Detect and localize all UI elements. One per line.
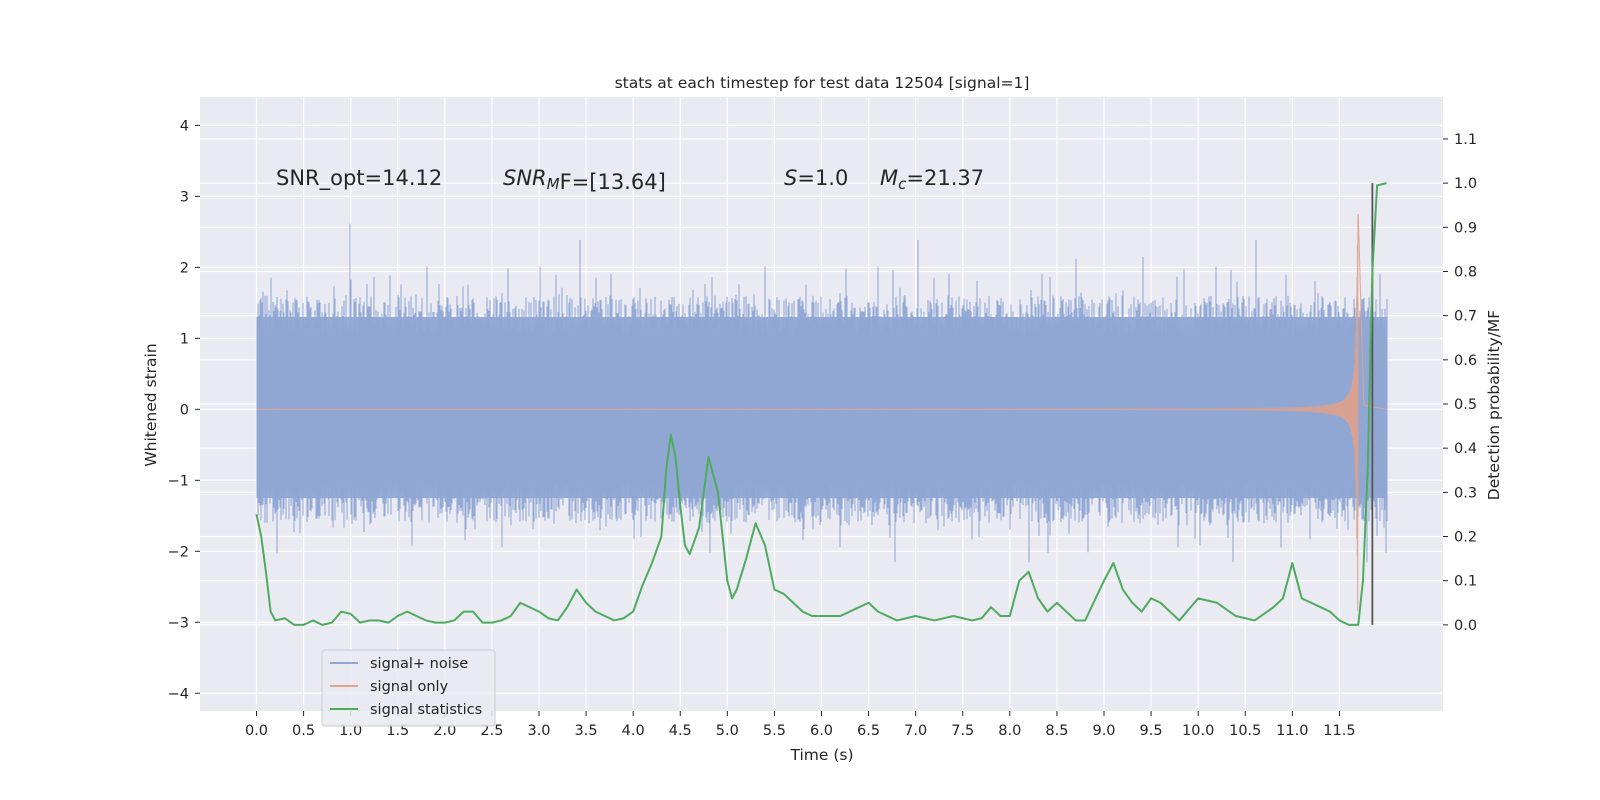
x-tick-label: 6.0 <box>810 723 833 739</box>
signal-noise-series <box>256 223 1388 563</box>
y-right-axis-label: Detection probability/MF <box>1485 310 1503 501</box>
annotation-mc: Mc=21.37 <box>880 166 984 193</box>
x-tick-label: 10.5 <box>1229 723 1261 739</box>
annotation-s: S=1.0 <box>784 166 848 190</box>
x-tick-label: 2.5 <box>480 723 503 739</box>
snr-mf-main: SNR <box>503 166 547 190</box>
legend: signal+ noise signal only signal statist… <box>321 649 496 727</box>
y-right-tick-label: 1.1 <box>1454 132 1477 148</box>
x-tick-label: 5.0 <box>716 723 739 739</box>
y-right-tick-label: 0.8 <box>1454 264 1477 280</box>
x-tick-label: 11.5 <box>1323 723 1355 739</box>
y-right-tick-label: 0.3 <box>1454 485 1477 501</box>
y-left-tick-label: 2 <box>180 260 189 276</box>
x-tick-label: 8.5 <box>1045 723 1068 739</box>
y-right-tick-label: 0.1 <box>1454 574 1477 590</box>
legend-label-signal-only: signal only <box>370 679 449 695</box>
y-left-tick-label: −1 <box>168 473 189 489</box>
y-right-tick-label: 0.6 <box>1454 353 1477 369</box>
legend-label-signal-noise: signal+ noise <box>370 656 468 672</box>
mc-label: M <box>880 166 898 190</box>
x-tick-label: 10.0 <box>1182 723 1214 739</box>
s-label: S <box>784 166 797 190</box>
annotation-snr-mf: SNRMF=[13.64] <box>503 166 666 194</box>
mc-value: =21.37 <box>906 166 984 190</box>
x-tick-label: 5.5 <box>763 723 786 739</box>
x-tick-label: 4.5 <box>669 723 692 739</box>
x-tick-label: 0.0 <box>245 723 268 739</box>
y-left-tick-label: −2 <box>168 544 189 560</box>
x-tick-label: 9.5 <box>1140 723 1163 739</box>
s-value: =1.0 <box>797 166 848 190</box>
snr-mf-subscript: M <box>547 175 560 193</box>
y-left-tick-label: −4 <box>168 686 189 702</box>
signal-noise-bulk <box>256 317 1387 499</box>
signal-only-series <box>256 214 1387 611</box>
x-tick-label: 6.5 <box>857 723 880 739</box>
x-tick-label: 7.5 <box>951 723 974 739</box>
x-tick-label: 9.0 <box>1092 723 1115 739</box>
y-right-tick-label: 0.9 <box>1454 220 1477 236</box>
y-left-tick-label: −3 <box>168 615 189 631</box>
x-tick-label: 3.0 <box>527 723 550 739</box>
snr-mf-value: F=[13.64] <box>560 170 666 194</box>
legend-label-signal-statistics: signal statistics <box>370 702 482 718</box>
x-tick-label: 0.5 <box>292 723 315 739</box>
chart-title: stats at each timestep for test data 125… <box>615 74 1030 92</box>
y-left-tick-label: 4 <box>180 118 189 134</box>
x-tick-label: 3.5 <box>575 723 598 739</box>
y-right-tick-label: 0.4 <box>1454 441 1477 457</box>
y-left-tick-label: 0 <box>180 402 189 418</box>
y-right-tick-label: 1.0 <box>1454 176 1477 192</box>
signal-only-trace <box>256 214 1387 611</box>
x-tick-label: 4.0 <box>622 723 645 739</box>
y-left-axis-label: Whitened strain <box>142 343 160 466</box>
legend-box <box>321 649 496 727</box>
x-tick-label: 7.0 <box>904 723 927 739</box>
signal-statistics-line <box>255 182 1387 626</box>
y-left-tick-label: 3 <box>180 189 189 205</box>
y-right-tick-label: 0.7 <box>1454 309 1477 325</box>
signal-statistics-series <box>255 182 1387 626</box>
x-tick-label: 1.5 <box>386 723 409 739</box>
x-tick-label: 2.0 <box>433 723 456 739</box>
x-tick-label: 11.0 <box>1276 723 1308 739</box>
x-tick-label: 1.0 <box>339 723 362 739</box>
y-right-tick-label: 0.2 <box>1454 530 1477 546</box>
x-axis-label: Time (s) <box>789 746 853 764</box>
annotation-snr-opt: SNR_opt=14.12 <box>276 166 442 191</box>
y-right-tick-label: 0.0 <box>1454 618 1477 634</box>
y-left-tick-label: 1 <box>180 331 189 347</box>
x-tick-label: 8.0 <box>998 723 1021 739</box>
x-tick-labels: 0.0 0.5 1.0 1.5 2.0 2.5 3.0 3.5 4.0 4.5 5.0 5.5 6.0 6… <box>245 711 1356 739</box>
y-right-tick-labels: 0.0 0.1 0.2 0.3 0.4 0.5 0.6 0.7 0.8 0.9 1.0 1.1 <box>1443 132 1477 634</box>
y-right-tick-label: 0.5 <box>1454 397 1477 413</box>
mc-subscript: c <box>898 175 907 193</box>
y-left-tick-labels: −4 −3 −2 −1 0 1 2 3 4 <box>168 118 200 702</box>
